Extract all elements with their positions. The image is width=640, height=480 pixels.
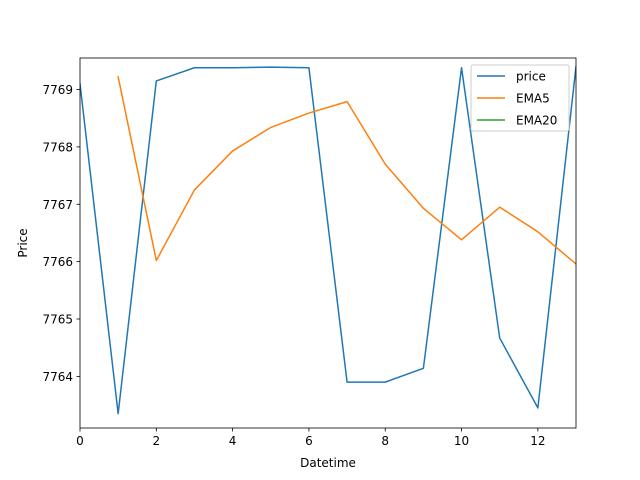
legend-label-ema20: EMA20 xyxy=(516,114,557,128)
x-tick-label: 10 xyxy=(454,434,469,448)
x-tick-label: 12 xyxy=(530,434,545,448)
y-tick-label: 7765 xyxy=(42,313,73,327)
legend-label-price: price xyxy=(516,70,546,84)
series-line-ema5 xyxy=(117,76,576,265)
y-tick-label: 7766 xyxy=(42,255,73,269)
y-axis-ticks: 7764 7765 7766 7767 7768 7769 xyxy=(42,83,80,384)
x-tick-label: 2 xyxy=(152,434,160,448)
x-tick-label: 4 xyxy=(229,434,237,448)
x-tick-label: 0 xyxy=(76,434,84,448)
x-tick-label: 8 xyxy=(381,434,389,448)
legend-items: price EMA5 EMA20 xyxy=(477,70,557,128)
series-line-price xyxy=(80,65,576,415)
y-tick-label: 7767 xyxy=(42,198,73,212)
y-tick-label: 7769 xyxy=(42,83,73,97)
x-axis-ticks: 0 2 4 6 8 10 12 xyxy=(76,428,545,448)
legend-frame xyxy=(470,64,570,132)
x-axis-label: Datetime xyxy=(300,456,356,470)
series-layer xyxy=(80,65,576,415)
legend-label-ema5: EMA5 xyxy=(516,92,550,106)
y-tick-label: 7764 xyxy=(42,370,73,384)
legend: price EMA5 EMA20 xyxy=(470,64,570,132)
plot-frame xyxy=(79,57,577,429)
y-tick-label: 7768 xyxy=(42,140,73,154)
x-tick-label: 6 xyxy=(305,434,313,448)
y-axis-label: Price xyxy=(16,228,30,257)
